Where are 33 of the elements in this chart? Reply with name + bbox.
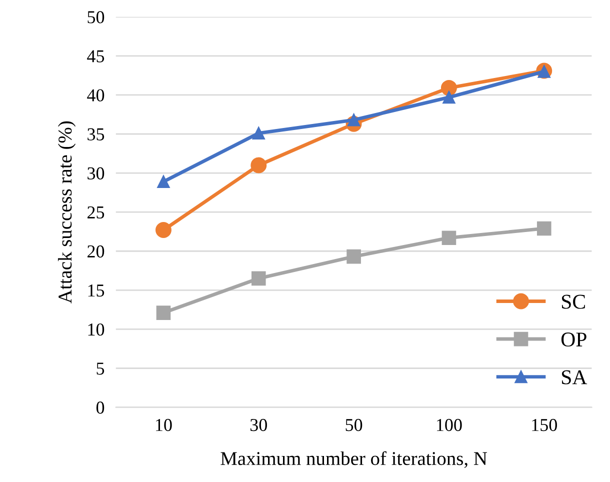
legend-label: SA <box>562 370 588 384</box>
x-tick-label: 10 <box>156 418 172 432</box>
y-tick-label: 30 <box>88 167 104 180</box>
point <box>442 230 456 245</box>
legend-label: OP <box>561 332 586 347</box>
point <box>440 80 457 96</box>
point <box>347 114 360 126</box>
y-tick-label: 10 <box>88 323 104 336</box>
point <box>155 222 172 238</box>
y-tick-label: 20 <box>88 245 104 258</box>
x-tick-label: 100 <box>437 418 462 432</box>
y-tick-label: 50 <box>88 11 104 24</box>
point <box>346 249 361 264</box>
x-tick-label: 50 <box>346 418 362 432</box>
point <box>251 271 266 286</box>
x-tick-label: 30 <box>250 418 267 432</box>
point <box>536 221 552 236</box>
y-tick-label: 0 <box>96 402 104 414</box>
y-axis-title: Attack success rate (%) <box>58 121 76 304</box>
x-axis-title: Maximum number of iterations, N <box>220 451 488 468</box>
x-tick-label: 150 <box>532 418 557 432</box>
y-tick-label: 40 <box>87 89 104 102</box>
point <box>252 126 265 140</box>
point <box>250 157 267 174</box>
y-tick-label: 15 <box>88 284 104 297</box>
y-tick-label: 45 <box>87 50 104 62</box>
y-tick-label: 5 <box>96 362 104 375</box>
point <box>156 306 171 320</box>
point <box>442 90 456 104</box>
y-tick-label: 25 <box>88 206 104 219</box>
point <box>157 175 170 188</box>
y-tick-label: 35 <box>88 128 104 140</box>
legend-label: SC <box>562 294 585 309</box>
